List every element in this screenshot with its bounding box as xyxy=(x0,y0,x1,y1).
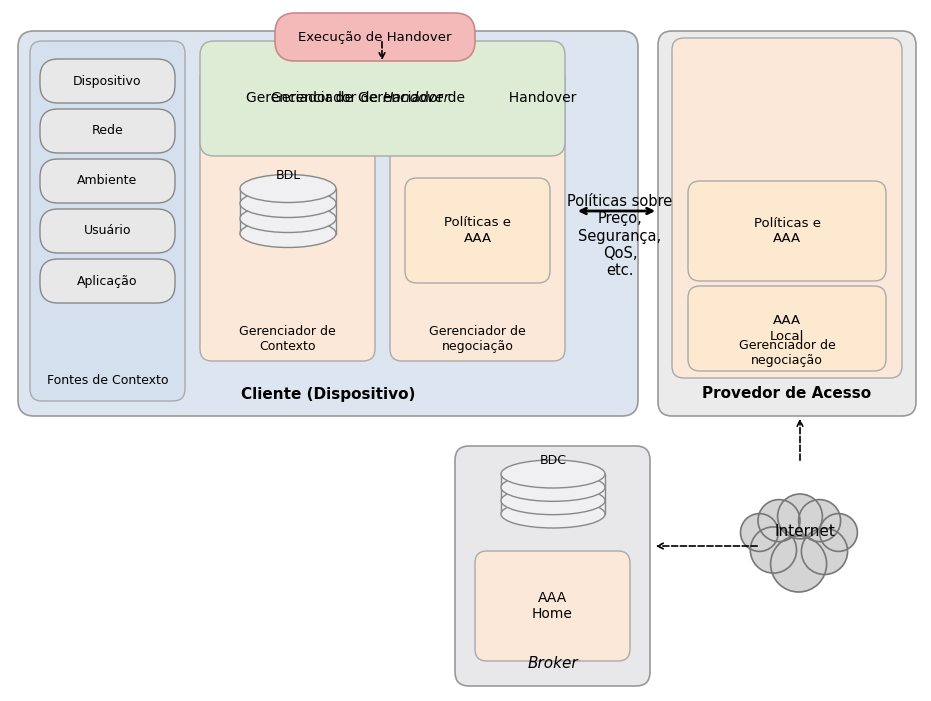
Ellipse shape xyxy=(240,219,336,247)
Text: BDL: BDL xyxy=(276,169,301,182)
Text: Gerenciador de
negociação: Gerenciador de negociação xyxy=(738,339,835,367)
Text: Rede: Rede xyxy=(91,125,124,137)
Circle shape xyxy=(771,536,827,592)
FancyBboxPatch shape xyxy=(40,109,175,153)
Circle shape xyxy=(819,514,857,552)
Ellipse shape xyxy=(240,205,336,233)
Text: Gerenciador de          Handover: Gerenciador de Handover xyxy=(358,92,576,105)
Circle shape xyxy=(740,514,778,552)
FancyBboxPatch shape xyxy=(455,446,650,686)
Polygon shape xyxy=(240,189,336,233)
Ellipse shape xyxy=(501,486,605,515)
Ellipse shape xyxy=(240,189,336,217)
Text: Gerenciador de
negociação: Gerenciador de negociação xyxy=(429,325,526,353)
Text: Provedor de Acesso: Provedor de Acesso xyxy=(702,386,871,402)
FancyBboxPatch shape xyxy=(30,41,185,401)
Circle shape xyxy=(799,500,841,542)
Text: Execução de Handover: Execução de Handover xyxy=(298,31,452,43)
Text: Fontes de Contexto: Fontes de Contexto xyxy=(47,374,169,388)
Text: AAA
Local: AAA Local xyxy=(770,315,804,343)
Circle shape xyxy=(777,494,822,539)
Ellipse shape xyxy=(501,473,605,501)
Polygon shape xyxy=(501,474,605,514)
Text: Políticas e
AAA: Políticas e AAA xyxy=(444,217,511,245)
Text: Usuário: Usuário xyxy=(84,224,131,238)
FancyBboxPatch shape xyxy=(275,13,475,61)
Text: Políticas sobre
Preço,
Segurança,
QoS,
etc.: Políticas sobre Preço, Segurança, QoS, e… xyxy=(567,193,672,278)
Text: Cliente (Dispositivo): Cliente (Dispositivo) xyxy=(241,386,415,402)
Text: Gerenciador de: Gerenciador de xyxy=(271,92,383,105)
Text: Ambiente: Ambiente xyxy=(77,175,138,187)
Text: Gerenciador de: Gerenciador de xyxy=(246,92,358,105)
FancyBboxPatch shape xyxy=(688,181,886,281)
Text: AAA
Home: AAA Home xyxy=(532,591,573,621)
Text: Gerenciador de
Contexto: Gerenciador de Contexto xyxy=(239,325,336,353)
Text: BDC: BDC xyxy=(539,454,566,468)
Text: Broker: Broker xyxy=(527,657,578,672)
Ellipse shape xyxy=(501,460,605,488)
FancyBboxPatch shape xyxy=(18,31,638,416)
FancyBboxPatch shape xyxy=(672,38,902,378)
FancyBboxPatch shape xyxy=(475,551,630,661)
Circle shape xyxy=(758,500,800,542)
FancyBboxPatch shape xyxy=(40,59,175,103)
FancyBboxPatch shape xyxy=(405,178,550,283)
Text: Políticas e
AAA: Políticas e AAA xyxy=(753,217,820,245)
Text: Handover: Handover xyxy=(383,92,450,105)
Circle shape xyxy=(802,529,847,575)
FancyBboxPatch shape xyxy=(40,159,175,203)
FancyBboxPatch shape xyxy=(200,66,375,361)
FancyBboxPatch shape xyxy=(658,31,916,416)
Text: Aplicação: Aplicação xyxy=(77,275,138,287)
FancyBboxPatch shape xyxy=(200,41,565,156)
FancyBboxPatch shape xyxy=(390,66,565,361)
FancyBboxPatch shape xyxy=(40,209,175,253)
Text: Dispositivo: Dispositivo xyxy=(74,74,142,88)
Ellipse shape xyxy=(240,175,336,203)
Ellipse shape xyxy=(501,500,605,528)
FancyBboxPatch shape xyxy=(40,259,175,303)
Circle shape xyxy=(750,527,797,573)
FancyBboxPatch shape xyxy=(688,286,886,371)
Text: Internet: Internet xyxy=(775,524,835,538)
